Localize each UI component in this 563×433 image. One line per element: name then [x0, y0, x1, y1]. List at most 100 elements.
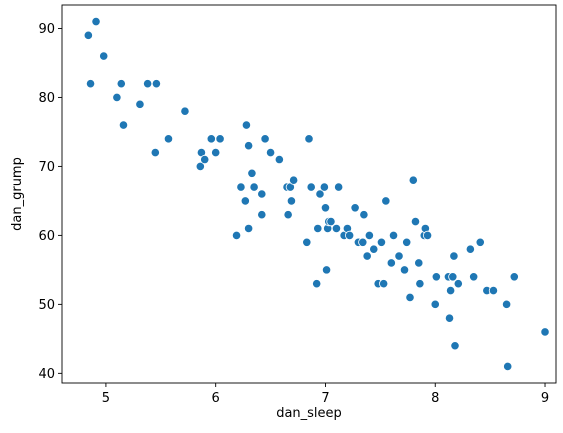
data-point [334, 182, 344, 192]
y-tick-label: 40 [38, 367, 55, 382]
data-point [410, 216, 421, 227]
data-point [408, 175, 418, 185]
x-tick-label: 9 [541, 391, 549, 406]
data-point [236, 182, 246, 192]
data-point [274, 154, 284, 165]
data-point [444, 313, 455, 323]
data-point [449, 251, 459, 261]
data-point [302, 237, 312, 247]
x-tick-label: 5 [102, 391, 110, 406]
data-point [364, 230, 374, 240]
data-point [231, 230, 242, 240]
data-point [283, 210, 293, 220]
data-point [304, 134, 314, 144]
data-point [240, 196, 250, 206]
data-point [540, 327, 550, 337]
data-point [286, 196, 297, 206]
data-point [381, 196, 391, 206]
data-point [249, 182, 259, 192]
data-point [509, 272, 519, 282]
data-point [414, 258, 424, 268]
data-point [195, 161, 205, 172]
data-point [180, 106, 190, 116]
data-point [453, 279, 463, 289]
data-point [388, 230, 399, 240]
y-tick-label: 90 [38, 22, 55, 37]
x-tick-label: 8 [431, 391, 439, 406]
data-point [450, 341, 460, 351]
data-point [150, 148, 160, 158]
data-point [369, 244, 379, 254]
data-point [257, 210, 267, 220]
x-tick-label: 6 [212, 391, 220, 406]
y-tick-label: 70 [38, 160, 55, 175]
data-point [112, 92, 122, 103]
y-axis-label: dan_grump [10, 157, 25, 231]
y-axis-ticks: 40 50 60 70 80 90 [38, 22, 62, 382]
data-point [501, 299, 512, 309]
x-axis-label: dan_sleep [276, 406, 342, 421]
data-point [151, 79, 162, 89]
data-point [83, 30, 93, 40]
points-layer [83, 16, 550, 372]
data-point [215, 134, 225, 144]
data-point [465, 244, 475, 254]
data-point [448, 272, 458, 282]
y-tick-label: 80 [38, 91, 55, 106]
data-point [503, 361, 513, 372]
data-point [200, 154, 210, 165]
data-point [402, 237, 412, 247]
data-point [289, 175, 299, 185]
data-point [116, 79, 126, 89]
data-point [430, 299, 440, 309]
data-point [241, 120, 252, 130]
data-point [415, 279, 425, 289]
data-point [312, 279, 322, 289]
data-point [326, 216, 336, 227]
x-axis-ticks: 5 6 7 8 9 [102, 383, 549, 406]
y-tick-label: 60 [38, 229, 55, 244]
data-point [422, 230, 433, 240]
data-point [321, 265, 332, 275]
data-point [313, 223, 323, 234]
data-point [244, 141, 254, 151]
data-point [118, 120, 129, 130]
data-point [469, 272, 479, 282]
y-tick-label: 50 [38, 298, 55, 313]
data-point [265, 148, 276, 158]
data-point [446, 285, 456, 296]
data-point [331, 223, 342, 234]
data-point [135, 99, 145, 109]
data-point [260, 134, 270, 144]
data-point [386, 258, 396, 268]
data-point [247, 168, 257, 178]
data-point [399, 265, 410, 275]
data-point [320, 203, 331, 213]
data-point [345, 230, 355, 240]
data-point [99, 51, 109, 61]
data-point [376, 237, 387, 247]
data-point [379, 279, 389, 289]
data-point [350, 203, 360, 213]
data-point [431, 272, 441, 282]
data-point [244, 223, 254, 234]
data-point [405, 292, 415, 303]
data-point [257, 189, 267, 199]
data-point [85, 79, 96, 89]
data-point [394, 251, 404, 261]
data-point [319, 182, 329, 192]
data-point [475, 237, 485, 247]
data-point [91, 16, 101, 27]
data-point [358, 237, 368, 247]
data-point [362, 251, 372, 261]
data-point [163, 134, 174, 144]
data-point [488, 285, 499, 296]
data-point [143, 79, 153, 89]
data-point [211, 148, 221, 158]
x-tick-label: 7 [321, 391, 329, 406]
plot-frame [61, 4, 557, 384]
data-point [206, 134, 216, 144]
data-point [359, 210, 369, 220]
